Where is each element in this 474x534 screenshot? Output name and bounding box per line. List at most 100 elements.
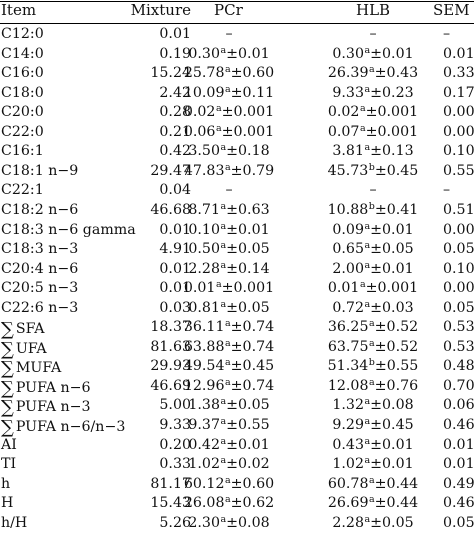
hlb-cell: 60.78a±0.44 [306,475,440,496]
hlb-error: ±0.43 [374,65,419,82]
hlb-cell: 0.30a±0.01 [306,45,440,66]
item-cell: ∑ PUFA n−6/n−3 [1,416,125,438]
item-label: UFA [15,340,47,357]
hlb-value: 9.33 [332,84,364,101]
hlb-error: ±0.01 [370,260,414,277]
pcr-cell: 26.08a±0.62 [158,494,300,515]
hlb-cell: 45.73b±0.45 [306,162,440,183]
mixture-cell: 46.68 [150,201,191,218]
table-row: ∑ PUFA n−6/n−3 9.33 9.37a±0.55 9.29a±0.45 0.4… [0,416,474,438]
pcr-error: ±0.01 [226,221,270,238]
pcr-significance-letter: a [220,298,227,310]
mixture-cell: 0.19 [159,45,191,62]
hlb-significance-letter: a [364,435,371,447]
mixture-cell: 29.47 [150,162,191,179]
hlb-error: ±0.45 [374,162,419,179]
table-row: ∑ SFA 18.37 36.11a±0.74 36.25a±0.52 0.53 [0,318,474,341]
pcr-error: ±0.60 [230,65,275,82]
pcr-significance-letter: a [224,474,231,486]
pcr-cell: 10.09a±0.11 [158,84,300,105]
header-hlb: HLB [356,1,391,19]
hlb-value: – [369,182,377,199]
hlb-value: 0.65 [332,241,364,258]
pcr-significance-letter: a [224,494,231,506]
hlb-value: 12.08 [327,377,369,394]
item-cell: TI [1,455,16,475]
sum-symbol: ∑ [1,319,14,341]
pcr-error: ±0.74 [230,338,275,355]
mixture-cell: 15.24 [150,65,191,82]
hlb-significance-letter: b [368,161,375,173]
sem-cell: 0.10 [443,143,474,160]
hlb-value: 9.29 [332,417,364,433]
pcr-cell: – [158,25,300,45]
sem-cell: 0.06 [443,397,474,414]
pcr-significance-letter: a [224,357,231,369]
item-cell: C18:1 n−9 [1,162,78,182]
hlb-value: 60.78 [327,475,369,492]
item-label: C20:4 n−6 [1,260,79,277]
item-cell: C14:0 [1,45,44,65]
pcr-value: 2.28 [188,260,220,277]
pcr-significance-letter: a [224,161,231,173]
pcr-value: 0.50 [188,241,220,258]
sum-symbol: ∑ [1,377,14,399]
pcr-error: ±0.79 [230,162,275,179]
pcr-value: 25.78 [183,65,225,82]
item-cell: C22:0 [1,123,44,143]
pcr-cell: 2.28a±0.14 [158,260,300,281]
hlb-significance-letter: a [364,240,371,252]
table-row: C18:1 n−9 29.47 47.83a±0.79 45.73b±0.45 0.55 [0,162,474,182]
item-cell: C16:1 [1,142,44,162]
hlb-significance-letter: a [368,64,375,76]
item-label: h [1,475,11,492]
sem-cell: 0.33 [443,65,474,82]
pcr-significance-letter: a [220,142,227,154]
pcr-error: ±0.14 [226,260,270,277]
pcr-significance-letter: a [220,240,227,252]
table-row: C18:2 n−6 46.68 8.71a±0.63 10.88b±0.41 0.51 [0,201,474,221]
sem-cell: 0.01 [443,45,474,62]
hlb-value: 0.72 [332,299,364,316]
item-cell: h/H [1,514,27,534]
table-row: ∑ PUFA n−3 5.00 1.38a±0.05 1.32a±0.08 0.06 [0,396,474,419]
hlb-error: ±0.76 [374,377,419,394]
hlb-error: ±0.05 [370,241,414,258]
pcr-cell: 25.78a±0.60 [158,64,300,85]
pcr-error: ±0.01 [226,45,270,62]
item-label: PUFA n−3 [15,399,91,416]
pcr-error: ±0.18 [226,143,270,160]
pcr-cell: 36.11a±0.74 [158,318,300,339]
header-item: Item [1,1,37,19]
header-pcr: PCr [214,1,243,19]
pcr-significance-letter: a [224,64,231,76]
sum-symbol: ∑ [1,397,14,419]
hlb-cell: 10.88b±0.41 [306,201,440,222]
hlb-value: 3.81 [332,143,364,160]
header-sem: SEM [433,1,470,19]
table-row: C16:1 0.42 3.50a±0.18 3.81a±0.13 0.10 [0,142,474,162]
table-row: AI 0.20 0.42a±0.01 0.43a±0.01 0.01 [0,436,474,456]
hlb-value: 0.02 [327,104,360,121]
sem-cell: 0.55 [443,162,474,179]
hlb-cell: 12.08a±0.76 [306,377,440,398]
hlb-significance-letter: a [364,259,371,271]
hlb-cell: 3.81a±0.13 [306,142,440,163]
pcr-error: ±0.62 [230,495,275,512]
pcr-value: 0.81 [188,299,220,316]
pcr-value: 0.42 [188,436,220,453]
sum-symbol: ∑ [1,358,14,380]
hlb-value: 10.88 [327,201,369,218]
item-cell: C18:3 n−6 gamma [1,221,136,241]
hlb-significance-letter: a [359,103,366,115]
pcr-cell: 0.30a±0.01 [158,45,300,66]
hlb-value: 0.09 [332,221,364,238]
pcr-cell: 1.02a±0.02 [158,455,300,476]
pcr-cell: 0.81a±0.05 [158,299,300,320]
pcr-value: – [225,26,233,42]
hlb-significance-letter: b [368,200,375,212]
pcr-error: ±0.02 [226,456,270,473]
pcr-error: ±0.60 [230,475,275,492]
hlb-value: 0.30 [332,45,364,62]
